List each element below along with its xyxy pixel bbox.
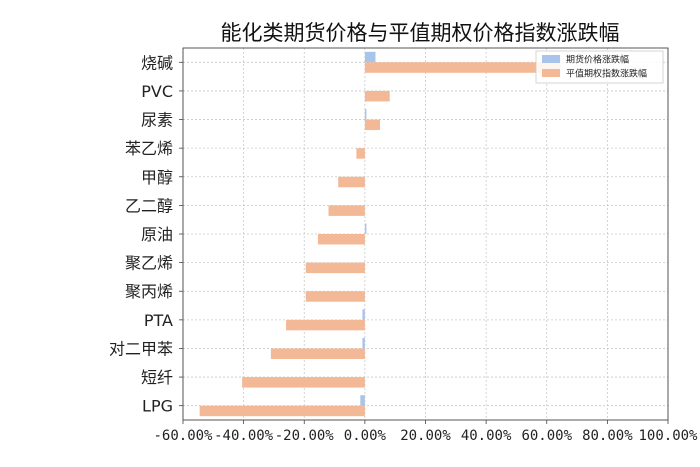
y-tick-label: 聚丙烯 xyxy=(125,282,173,301)
y-tick-label: 原油 xyxy=(141,225,173,244)
x-tick-label: 80.00% xyxy=(582,428,633,444)
y-tick-label: 烧碱 xyxy=(141,53,173,72)
x-tick-label: 20.00% xyxy=(400,428,451,444)
legend: 期货价格涨跌幅 平值期权指数涨跌幅 xyxy=(535,50,664,84)
x-tick-label: -20.00% xyxy=(275,428,335,444)
bar-options xyxy=(364,90,390,102)
bar-options xyxy=(364,62,561,73)
bar-options xyxy=(328,205,365,216)
bar-options xyxy=(270,348,365,359)
x-tick-label: 60.00% xyxy=(521,428,572,444)
y-tick-label: 对二甲苯 xyxy=(109,339,173,358)
bar-futures xyxy=(364,109,367,120)
bar-options xyxy=(338,176,365,188)
bar-futures xyxy=(364,223,367,234)
legend-swatch-options xyxy=(542,69,560,77)
axes xyxy=(179,47,669,424)
x-tick-label: -40.00% xyxy=(214,428,274,444)
bar-futures xyxy=(362,337,365,349)
grid xyxy=(182,48,669,420)
y-tick-label: PTA xyxy=(144,311,173,330)
y-tick-label: 尿素 xyxy=(141,111,173,130)
x-tick-label: 100.00% xyxy=(638,428,698,444)
legend-swatch-futures xyxy=(542,55,560,63)
y-tick-label: 甲醇 xyxy=(141,168,173,187)
y-tick-label: 乙二醇 xyxy=(125,196,173,215)
bar-options xyxy=(286,319,365,331)
bar-futures xyxy=(364,51,376,63)
bar-options xyxy=(242,377,365,388)
y-tick-label: 苯乙烯 xyxy=(125,139,173,158)
bar-futures xyxy=(360,395,365,406)
legend-label-futures: 期货价格涨跌幅 xyxy=(566,54,629,66)
x-tick-label: 40.00% xyxy=(461,428,512,444)
bar-options xyxy=(305,262,365,274)
chart-title: 能化类期货价格与平值期权价格指数涨跌幅 xyxy=(221,21,620,45)
bar-options xyxy=(356,148,365,159)
y-tick-label: 短纤 xyxy=(141,368,173,387)
x-tick-labels: -60.00% -40.00% -20.00% 0.00% 20.00% 40.00% 60… xyxy=(153,428,698,444)
x-tick-label: 0.00% xyxy=(344,428,387,444)
bar-futures xyxy=(362,309,365,320)
bar-options xyxy=(364,119,381,131)
y-tick-label: LPG xyxy=(142,397,173,416)
plot-frame xyxy=(182,47,669,421)
bar-options xyxy=(199,405,365,417)
y-tick-label: PVC xyxy=(141,82,173,101)
legend-label-options: 平值期权指数涨跌幅 xyxy=(566,68,647,80)
bars xyxy=(199,51,561,417)
bar-options xyxy=(305,291,365,302)
x-tick-label: -60.00% xyxy=(153,428,213,444)
bar-options xyxy=(317,234,365,245)
y-tick-label: 聚乙烯 xyxy=(125,254,173,273)
